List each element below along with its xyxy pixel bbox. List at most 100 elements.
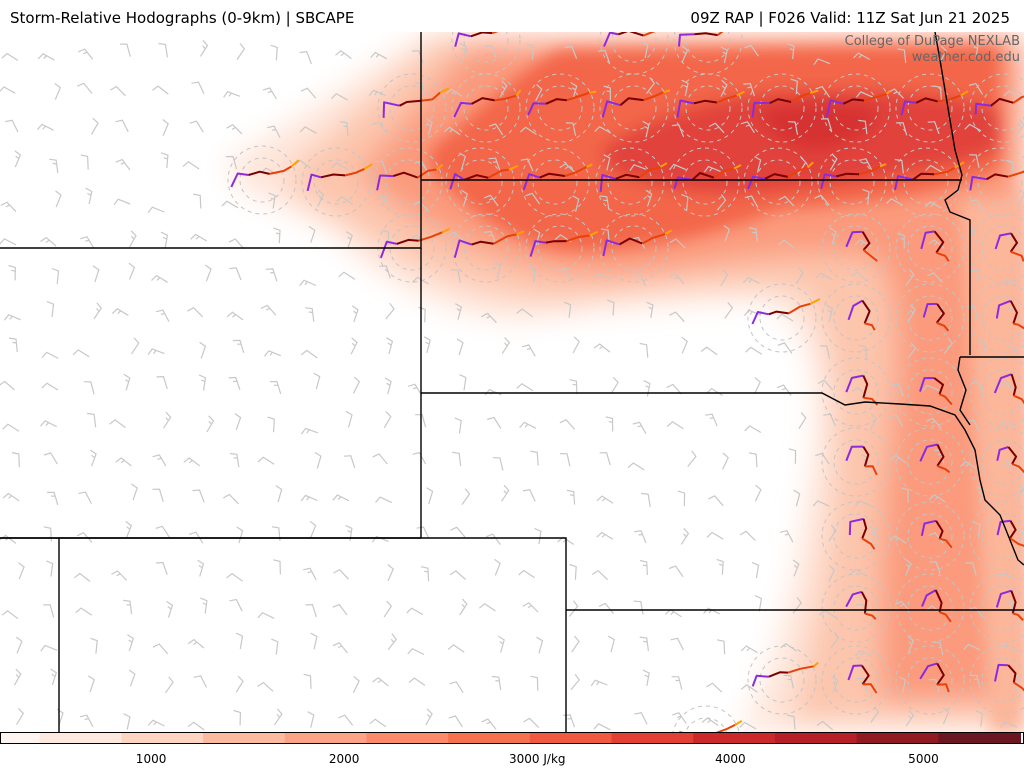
wind-barb [49,158,59,174]
hodograph-segment [861,664,870,685]
wind-barb [79,714,94,727]
hodograph-segment [936,683,950,693]
range-ring [969,427,1024,497]
wind-barb [593,723,611,731]
wind-barb [445,88,463,97]
wind-barb [968,82,984,95]
wind-barb [299,279,317,287]
wind-barb [73,572,91,582]
range-ring [451,32,521,75]
wind-barb [943,337,954,355]
range-ring [685,85,731,131]
hodograph-segment [787,166,808,178]
hodograph-segment [858,165,881,176]
hodograph-segment [845,230,863,248]
hodograph-segment [912,172,935,181]
wind-barb [748,227,758,242]
wind-barb [448,715,463,728]
wind-barb [828,564,836,582]
wind-barb [385,302,395,320]
wind-barb [520,158,534,172]
wind-barb [596,495,614,504]
wind-barb [332,642,348,654]
wind-barb [346,231,353,248]
wind-barb [228,376,241,390]
wind-barb [221,200,239,209]
hodograph-segment [845,374,864,393]
wind-barb [379,265,391,279]
hodograph-segment [494,94,517,102]
hodograph-segment [694,32,718,37]
wind-barb [85,187,93,205]
hodograph-segment [813,661,819,668]
wind-barb [332,603,348,616]
range-ring [981,439,1024,485]
range-ring [239,157,285,203]
wind-barb [969,674,981,689]
wind-barb [152,643,169,655]
hodograph-segment [733,164,742,170]
range-ring [821,73,891,143]
wind-barb [633,272,646,286]
wind-barb [406,607,424,616]
wind-barb [639,636,649,651]
wind-barb [299,51,312,65]
hodograph-segment [995,299,1012,319]
wind-barb [534,527,542,545]
wind-barb [162,411,172,429]
wind-barb [522,489,536,502]
hodograph-segment [885,90,891,95]
wind-barb [795,267,804,285]
wind-barb [455,303,462,320]
range-ring [821,357,891,427]
hodograph-segment [810,89,819,94]
wind-barb [309,520,317,538]
wind-barb [9,337,18,353]
wind-barb [16,707,25,725]
wind-barb [461,189,469,207]
wind-barb [451,269,461,284]
wind-barb [193,675,208,688]
colorbar-bin [611,732,695,744]
wind-barb [641,492,651,508]
wind-barb [111,570,128,581]
wind-barb [234,413,242,431]
wind-barb [222,493,239,505]
wind-barb [855,603,869,617]
hodograph-segment [566,91,590,102]
wind-barb [338,271,356,280]
wind-barb [740,121,755,134]
range-ring [895,427,965,497]
range-ring [457,159,503,205]
wind-barb [1,52,19,62]
wind-barb [483,194,499,207]
range-ring [759,295,805,341]
wind-barb [197,559,205,577]
wind-barb [443,126,461,136]
range-ring [385,159,431,205]
hodograph-segment [894,175,914,191]
wind-barb [41,351,59,359]
wind-barb [459,42,467,60]
hodograph-segment [691,172,715,181]
wind-barb [78,491,92,504]
range-ring [821,573,891,643]
hodograph-segment [663,89,671,94]
wind-barb [494,261,502,279]
wind-barb [183,457,201,467]
wind-barb [204,264,212,282]
hodograph-segment [747,175,766,190]
range-ring [833,225,879,271]
wind-barb [420,566,430,582]
wind-barb [1000,721,1018,728]
hodograph-segment [716,94,738,104]
hodograph-segment [751,674,769,687]
wind-barb [90,637,98,654]
range-ring [965,147,1024,217]
hodograph-segment [936,464,951,474]
range-ring [895,501,965,571]
hodograph-segment [589,90,597,94]
wind-barb [528,266,536,283]
colorbar-tick-label: 2000 [328,752,360,766]
wind-barb [687,450,697,467]
